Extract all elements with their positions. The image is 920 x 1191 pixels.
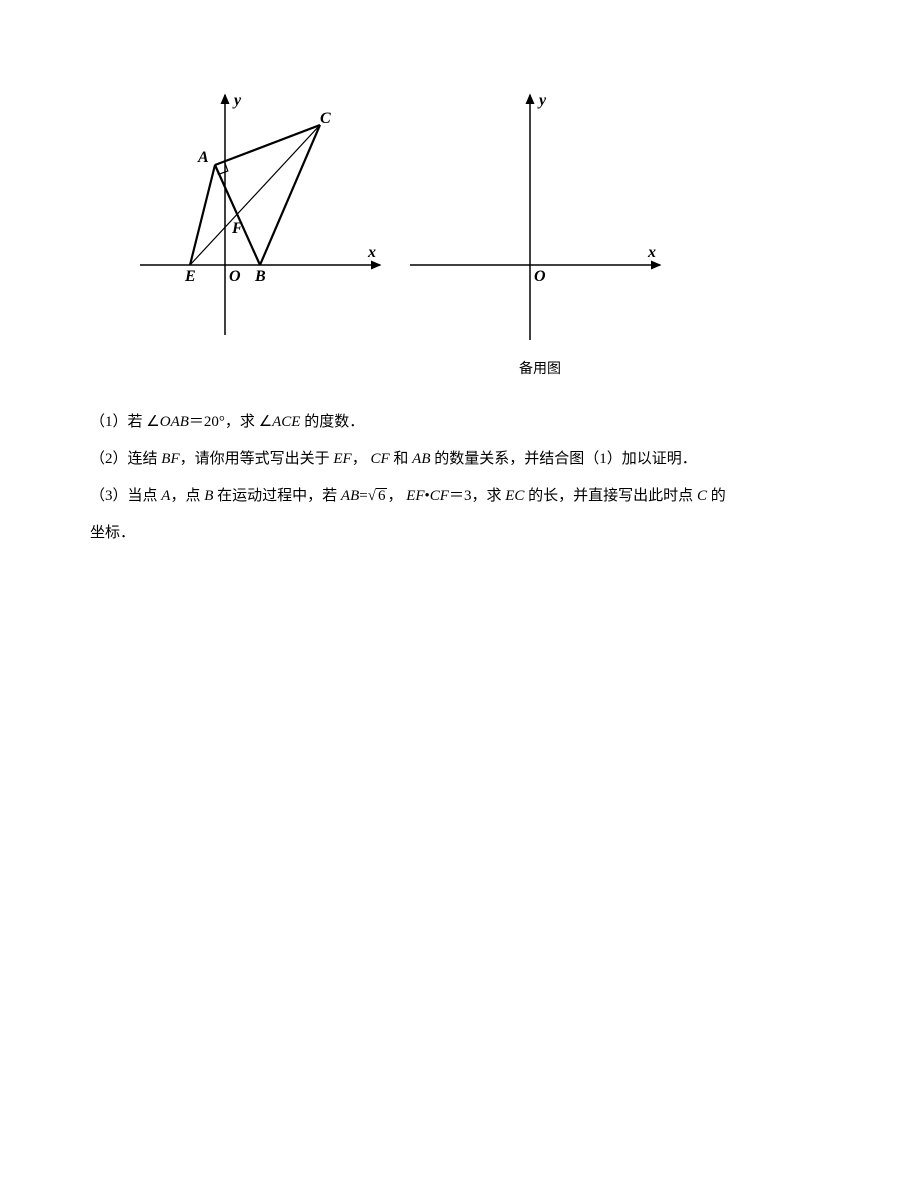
q2-ef: EF xyxy=(333,451,351,467)
figure-2-svg: y x O xyxy=(400,75,680,355)
q1-prefix: 若 xyxy=(128,414,143,430)
sqrt-expr: √6 xyxy=(368,480,388,513)
q1-var1: OAB xyxy=(160,414,189,430)
figures-container: y x A C E O B F y x O 备用图 xyxy=(90,75,830,386)
svg-text:A: A xyxy=(197,149,209,166)
q1-num: （1） xyxy=(90,414,128,430)
svg-text:y: y xyxy=(537,92,547,109)
question-2: （2）连结 BF，请你用等式写出关于 EF， CF 和 AB 的数量关系，并结合… xyxy=(90,443,830,476)
figure-2-caption: 备用图 xyxy=(400,355,680,386)
q3-comma1: ， xyxy=(387,488,402,504)
q3-mid2: 在运动过程中，若 xyxy=(217,488,341,504)
sqrt-symbol: √ xyxy=(368,488,376,504)
figure-1-svg: y x A C E O B F xyxy=(130,75,400,355)
svg-text:E: E xyxy=(184,268,196,285)
q3-cf: CF xyxy=(430,488,449,504)
svg-text:x: x xyxy=(367,244,376,261)
q3-line2: 坐标． xyxy=(90,525,135,541)
q2-suffix: 的数量关系，并结合图（1）加以证明． xyxy=(434,451,697,467)
question-3-line2: 坐标． xyxy=(90,517,830,550)
q1-var2: ACE xyxy=(272,414,300,430)
q3-comma2: ，求 xyxy=(471,488,505,504)
q1-angle2: ∠ xyxy=(259,414,272,430)
q3-c: C xyxy=(697,488,711,504)
sqrt-arg: 6 xyxy=(376,488,388,504)
figure-1: y x A C E O B F xyxy=(130,75,400,386)
q1-angle1: ∠ xyxy=(146,414,159,430)
q2-cf: CF xyxy=(370,451,393,467)
q2-ab: AB xyxy=(412,451,434,467)
svg-text:y: y xyxy=(232,92,242,109)
svg-text:x: x xyxy=(647,244,656,261)
svg-text:B: B xyxy=(254,268,266,285)
q1-mid: ，求 xyxy=(225,414,255,430)
q3-ef: EF xyxy=(406,488,424,504)
questions-block: （1）若 ∠OAB＝20°，求 ∠ACE 的度数． （2）连结 BF，请你用等式… xyxy=(90,406,830,550)
q2-comma: ， xyxy=(352,451,367,467)
q3-eq1: = xyxy=(359,488,367,504)
q3-suffix: 的 xyxy=(711,488,726,504)
q1-eq: ＝20 xyxy=(189,414,219,430)
q3-mid3: 的长，并直接写出此时点 xyxy=(528,488,697,504)
question-3: （3）当点 A，点 B 在运动过程中，若 AB=√6， EF•CF＝3，求 EC… xyxy=(90,480,830,513)
q1-suffix: 的度数． xyxy=(300,414,364,430)
svg-text:C: C xyxy=(320,110,331,127)
question-1: （1）若 ∠OAB＝20°，求 ∠ACE 的度数． xyxy=(90,406,830,439)
q2-mid1: ，请你用等式写出关于 xyxy=(180,451,334,467)
svg-text:O: O xyxy=(229,268,241,285)
q2-bf: BF xyxy=(161,451,179,467)
svg-text:F: F xyxy=(231,220,243,237)
figure-2: y x O 备用图 xyxy=(400,75,680,386)
q3-mid1: ，点 xyxy=(170,488,204,504)
q3-num: （3） xyxy=(90,488,128,504)
q3-b: B xyxy=(204,488,217,504)
q3-ab: AB xyxy=(341,488,359,504)
q3-ec: EC xyxy=(505,488,528,504)
q2-prefix: 连结 xyxy=(128,451,162,467)
q2-mid2: 和 xyxy=(393,451,412,467)
q3-eq2: ＝3 xyxy=(449,488,472,504)
q2-num: （2） xyxy=(90,451,128,467)
svg-text:O: O xyxy=(534,268,546,285)
q3-prefix: 当点 xyxy=(128,488,162,504)
